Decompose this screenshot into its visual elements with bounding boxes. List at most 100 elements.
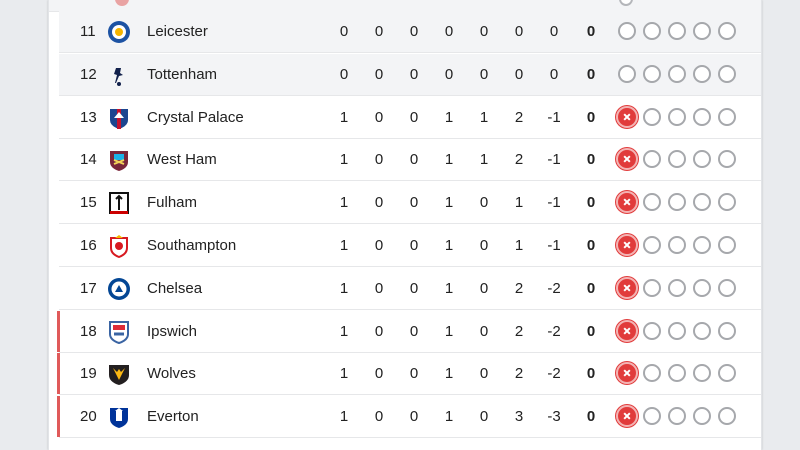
form-empty-icon (668, 64, 686, 83)
stat-ga: 2 (514, 365, 524, 383)
team-name-link[interactable]: Crystal Palace (147, 108, 244, 126)
relegation-zone-marker (57, 353, 60, 395)
stat-d: 0 (409, 279, 419, 297)
stat-pts: 0 (586, 23, 596, 40)
table-row[interactable]: 20 Everton 1 0 0 1 0 3 -3 0 (57, 396, 761, 439)
stat-ga: 2 (514, 108, 524, 126)
form-empty-icon (718, 278, 736, 297)
form-empty-icon (718, 107, 736, 126)
table-row[interactable]: 14 West Ham 1 0 0 1 1 2 -1 0 (59, 139, 761, 182)
form-empty-icon (668, 236, 686, 254)
stat-gf: 0 (479, 23, 489, 40)
stat-p: 1 (339, 279, 349, 297)
form-empty-icon (643, 22, 661, 40)
stat-pts: 0 (586, 279, 596, 297)
team-name-link[interactable]: Chelsea (147, 279, 203, 297)
stat-d: 0 (409, 408, 419, 426)
stat-p: 0 (339, 65, 349, 83)
position-number: 14 (80, 151, 97, 169)
form-partial-icon (619, 0, 633, 6)
stat-pts: 0 (586, 65, 596, 83)
form-empty-icon (718, 407, 736, 426)
stat-l: 0 (444, 23, 454, 40)
stat-gd: -2 (547, 322, 561, 340)
position-number: 20 (80, 408, 97, 426)
stat-gd: -1 (547, 237, 561, 254)
stat-p: 1 (339, 408, 349, 426)
stat-gf: 0 (479, 194, 489, 212)
stat-ga: 2 (514, 279, 524, 297)
southampton-crest-icon (110, 235, 128, 258)
form-empty-icon (618, 64, 636, 83)
everton-crest-icon (110, 408, 128, 429)
stat-gf: 0 (479, 322, 489, 340)
stat-ga: 1 (514, 237, 524, 254)
stat-l: 1 (444, 237, 454, 254)
form-loss-icon[interactable] (616, 319, 638, 342)
stat-ga: 1 (514, 194, 524, 212)
table-row[interactable]: 15 Fulham 1 0 0 1 0 1 -1 0 (59, 182, 761, 225)
stat-gf: 1 (479, 151, 489, 169)
tottenham-crest-icon (114, 67, 123, 86)
stat-l: 1 (444, 408, 454, 426)
stat-gd: 0 (549, 23, 559, 40)
form-loss-icon[interactable] (616, 234, 638, 256)
team-name-link[interactable]: West Ham (147, 151, 217, 169)
form-loss-icon[interactable] (616, 105, 638, 128)
form-empty-icon (693, 278, 711, 297)
stat-pts: 0 (586, 237, 596, 254)
stat-gf: 0 (479, 279, 489, 297)
table-row[interactable]: 17 Chelsea 1 0 0 1 0 2 -2 0 (59, 268, 761, 310)
stat-w: 0 (374, 65, 384, 83)
form-empty-icon (668, 193, 686, 212)
form-empty-icon (693, 107, 711, 126)
team-name-link[interactable]: Southampton (147, 237, 237, 254)
stat-l: 1 (444, 194, 454, 212)
table-row[interactable]: 16 Southampton 1 0 0 1 0 1 -1 0 (59, 225, 761, 267)
leicester-crest-icon (108, 21, 130, 43)
stat-gd: -2 (547, 279, 561, 297)
stat-p: 1 (339, 365, 349, 383)
stat-gd: -3 (547, 408, 561, 426)
table-row[interactable]: 11 Leicester 0 0 0 0 0 0 0 0 (59, 11, 761, 53)
form-loss-icon[interactable] (616, 276, 638, 299)
stat-l: 1 (444, 151, 454, 169)
stat-d: 0 (409, 194, 419, 212)
form-empty-icon (693, 236, 711, 254)
team-name-link[interactable]: Fulham (147, 194, 198, 212)
table-row[interactable]: 19 Wolves 1 0 0 1 0 2 -2 0 (57, 353, 761, 396)
team-name-link[interactable]: Tottenham (147, 65, 218, 83)
stat-w: 0 (374, 151, 384, 169)
team-name-link[interactable]: Wolves (147, 365, 196, 383)
form-loss-icon[interactable] (616, 191, 638, 214)
stat-gd: -2 (547, 365, 561, 383)
form-loss-icon[interactable] (616, 148, 638, 171)
position-number: 13 (80, 108, 97, 126)
stat-d: 0 (409, 23, 419, 40)
form-empty-icon (668, 407, 686, 426)
form-empty-icon (718, 364, 736, 383)
stat-pts: 0 (586, 322, 596, 340)
team-name-link[interactable]: Ipswich (147, 322, 198, 340)
form-loss-icon[interactable] (616, 405, 638, 428)
table-row[interactable]: 18 Ipswich 1 0 0 1 0 2 -2 0 (57, 310, 761, 353)
stat-w: 0 (374, 408, 384, 426)
stat-ga: 2 (514, 322, 524, 340)
stat-pts: 0 (586, 408, 596, 426)
stat-p: 1 (339, 194, 349, 212)
form-empty-icon (643, 321, 661, 340)
table-row[interactable]: 12 Tottenham 0 0 0 0 0 0 0 0 (59, 53, 761, 96)
relegation-zone-marker (57, 396, 60, 438)
form-loss-icon[interactable] (616, 362, 638, 385)
position-number: 16 (80, 237, 97, 254)
table-row[interactable]: 13 Crystal Palace 1 0 0 1 1 2 -1 0 (59, 97, 761, 139)
form-empty-icon (718, 236, 736, 254)
form-empty-icon (718, 64, 736, 83)
team-name-link[interactable]: Leicester (147, 23, 208, 40)
relegation-zone-marker (57, 310, 60, 352)
form-empty-icon (643, 407, 661, 426)
stat-d: 0 (409, 108, 419, 126)
stat-gf: 0 (479, 365, 489, 383)
team-name-link[interactable]: Everton (147, 408, 199, 426)
form-empty-icon (668, 321, 686, 340)
